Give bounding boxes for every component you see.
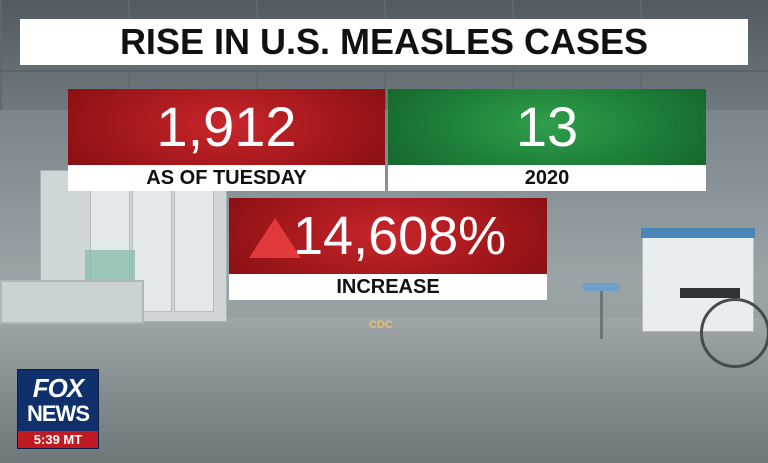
increase-label: INCREASE (229, 274, 547, 300)
headline-title: RISE IN U.S. MEASLES CASES (119, 21, 649, 62)
headline-bar: RISE IN U.S. MEASLES CASES (20, 19, 748, 65)
baseline-cases-box: 13 2020 (388, 89, 706, 191)
logo-news-text: NEWS (27, 401, 90, 426)
hospital-bed (0, 250, 144, 340)
fox-news-logo: FOX NEWS 5:39 MT (17, 369, 99, 449)
wheelchair (670, 258, 768, 368)
baseline-cases-label: 2020 (388, 165, 706, 191)
stool (582, 283, 620, 343)
stool-seat (582, 283, 620, 291)
up-triangle-icon (249, 218, 301, 258)
wheelchair-seat (680, 288, 740, 298)
current-cases-box: 1,912 AS OF TUESDAY (68, 89, 385, 191)
current-cases-value: 1,912 (156, 95, 297, 158)
ceiling-beam (0, 70, 768, 72)
increase-value: 14,608% (293, 206, 507, 266)
wheelchair-wheel (700, 298, 768, 368)
cabinet-door (174, 185, 214, 312)
current-cases-label: AS OF TUESDAY (68, 165, 385, 191)
logo-fox-text: FOX (32, 373, 84, 403)
broadcast-time: 5:39 MT (18, 431, 98, 448)
source-credit: CDC (369, 319, 393, 331)
floor (0, 318, 768, 463)
bed-frame (0, 280, 144, 324)
counter-top (641, 228, 755, 238)
baseline-cases-value: 13 (515, 95, 579, 158)
stool-leg (600, 291, 603, 339)
increase-box: 14,608% INCREASE (229, 198, 547, 300)
